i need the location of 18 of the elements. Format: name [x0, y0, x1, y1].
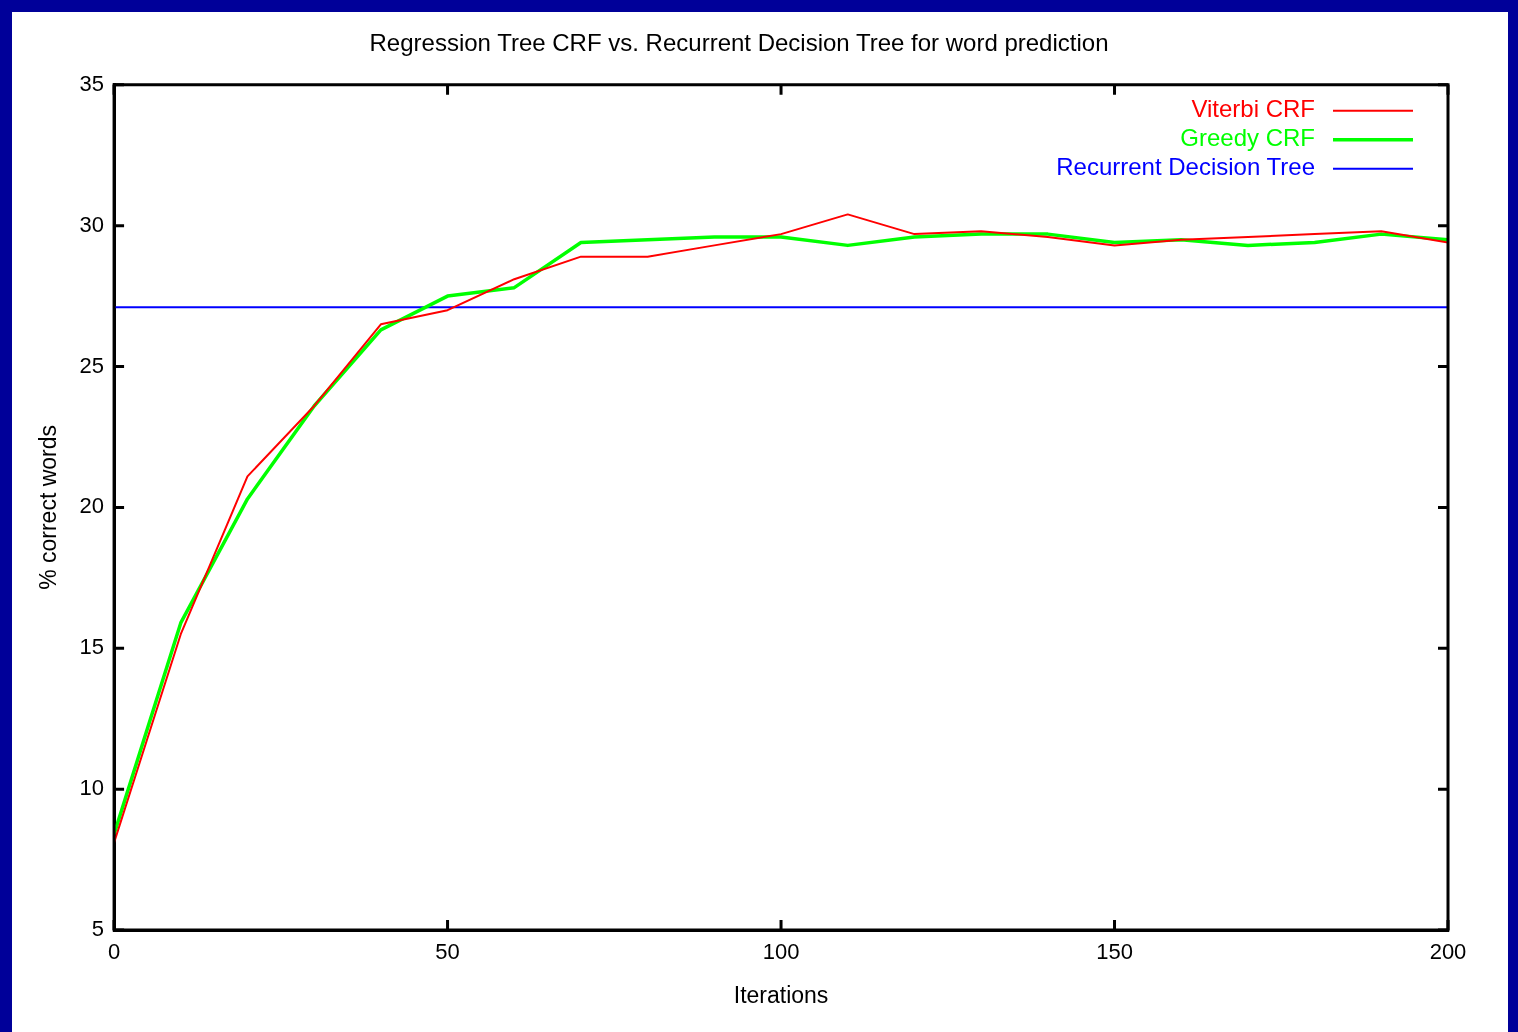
y-tick-label: 5 [91, 916, 105, 942]
legend-label: Recurrent Decision Tree [1056, 153, 1315, 181]
y-tick-label: 30 [79, 211, 105, 237]
x-axis-title: Iterations [733, 981, 829, 1008]
x-tick-label: 50 [435, 939, 460, 965]
legend-label: Greedy CRF [1180, 124, 1315, 152]
y-tick-label: 15 [79, 634, 105, 660]
y-axis-title: % correct words [35, 424, 62, 590]
x-tick-label: 200 [1429, 939, 1467, 965]
y-tick-label: 20 [79, 493, 105, 519]
y-tick-label: 25 [79, 352, 105, 378]
x-tick-label: 0 [107, 939, 121, 965]
x-tick-label: 100 [762, 939, 800, 965]
legend-label: Viterbi CRF [1191, 95, 1315, 123]
chart-title: Regression Tree CRF vs. Recurrent Decision Tree for word prediction [369, 29, 1109, 57]
y-tick-label: 35 [79, 70, 105, 96]
y-tick-label: 10 [79, 775, 105, 801]
x-tick-label: 150 [1096, 939, 1133, 965]
